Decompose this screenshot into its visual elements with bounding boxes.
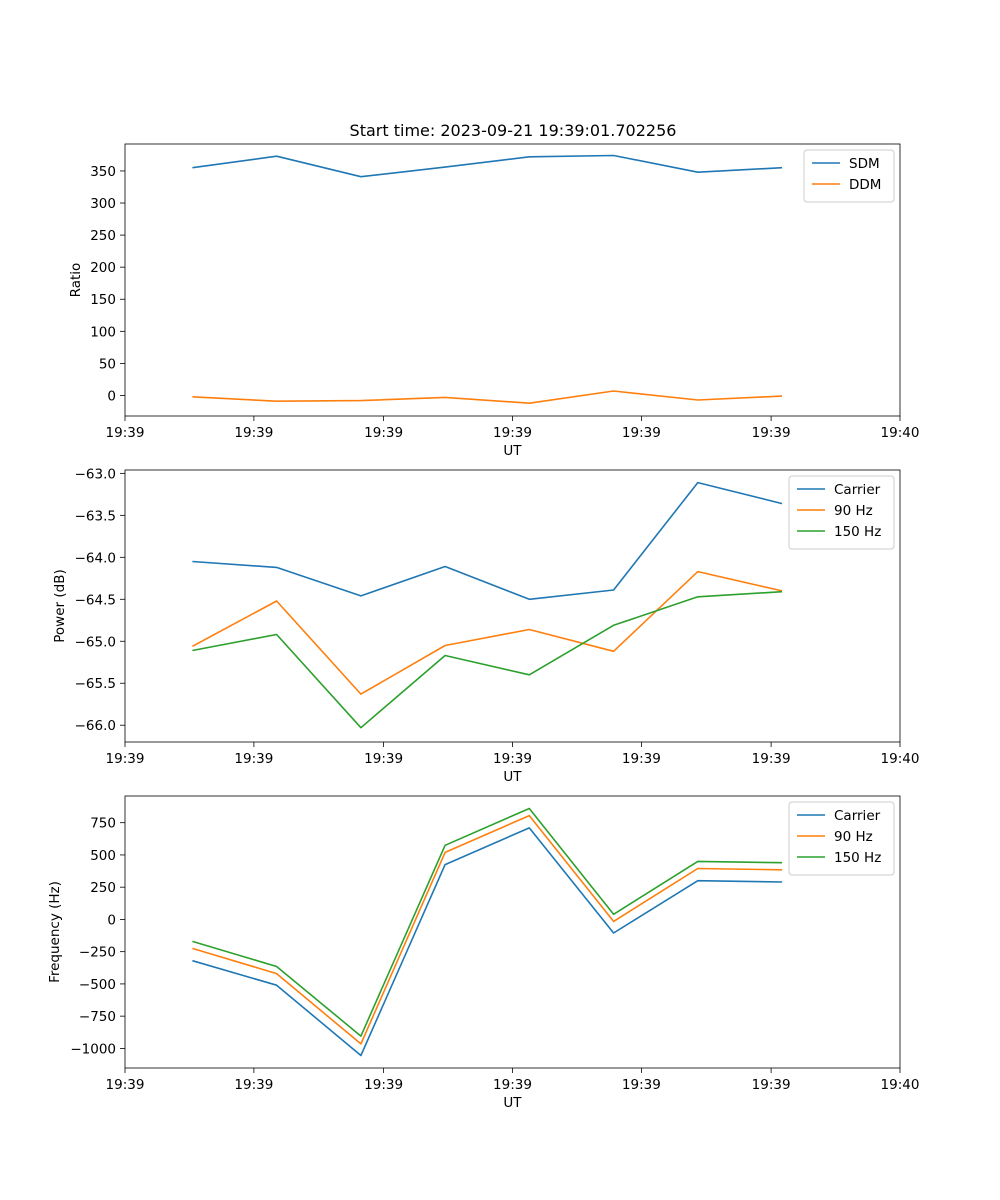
y-tick-label: 350 bbox=[90, 164, 116, 180]
y-tick-label: 100 bbox=[90, 324, 116, 340]
series-line-150-hz bbox=[192, 590, 783, 729]
x-tick-label: 19:40 bbox=[881, 1077, 920, 1093]
x-tick-label: 19:40 bbox=[881, 425, 920, 441]
y-tick-label: 200 bbox=[90, 260, 116, 276]
x-tick-label: 19:39 bbox=[364, 1077, 403, 1093]
y-axis-label: Ratio bbox=[68, 263, 84, 298]
series-line-90-hz bbox=[192, 814, 783, 1045]
series-line-carrier bbox=[192, 481, 783, 601]
legend-label: 90 Hz bbox=[834, 829, 873, 845]
y-tick-label: 250 bbox=[90, 880, 116, 896]
series-line-carrier bbox=[192, 827, 783, 1057]
y-tick-label: −65.5 bbox=[75, 676, 116, 692]
x-tick-label: 19:39 bbox=[234, 751, 273, 767]
y-tick-label: −66.0 bbox=[75, 718, 116, 734]
y-tick-label: 500 bbox=[90, 848, 116, 864]
legend-label: 150 Hz bbox=[834, 524, 881, 540]
legend: Carrier 90 Hz 150 Hz bbox=[788, 801, 895, 876]
y-tick-label: −1000 bbox=[70, 1041, 116, 1057]
legend-label: 150 Hz bbox=[834, 850, 881, 866]
subplot-1: 19:39 19:39 19:39 19:39 19:39 19:39 19:40 0 50 10… bbox=[68, 143, 920, 459]
y-tick-label: −65.0 bbox=[75, 634, 116, 650]
y-tick-label: 250 bbox=[90, 228, 116, 244]
subplot-3: 19:39 19:39 19:39 19:39 19:39 19:39 19:40 −1000… bbox=[47, 795, 920, 1111]
x-tick-label: 19:39 bbox=[622, 751, 661, 767]
y-tick-label: 150 bbox=[90, 292, 116, 308]
subplot-2: 19:39 19:39 19:39 19:39 19:39 19:39 19:40 −66.0… bbox=[52, 466, 919, 785]
x-tick-label: 19:39 bbox=[364, 751, 403, 767]
legend-label: SDM bbox=[849, 156, 880, 172]
y-tick-label: 300 bbox=[90, 196, 116, 212]
x-tick-label: 19:39 bbox=[493, 1077, 532, 1093]
y-tick-label: −250 bbox=[79, 945, 116, 961]
x-axis-label: UT bbox=[503, 443, 522, 459]
legend: SDM DDM bbox=[803, 149, 895, 203]
chart-title: Start time: 2023-09-21 19:39:01.702256 bbox=[350, 121, 677, 140]
x-axis-label: UT bbox=[503, 769, 522, 785]
series-line-ddm bbox=[192, 390, 783, 405]
y-axis-label: Frequency (Hz) bbox=[47, 881, 63, 983]
y-tick-label: 0 bbox=[107, 912, 116, 928]
legend-label: Carrier bbox=[834, 482, 881, 498]
y-tick-label: −64.0 bbox=[75, 550, 116, 566]
x-tick-label: 19:39 bbox=[234, 1077, 273, 1093]
y-tick-label: 0 bbox=[107, 388, 116, 404]
y-tick-label: −750 bbox=[79, 1009, 116, 1025]
y-tick-label: −64.5 bbox=[75, 592, 116, 608]
x-tick-label: 19:39 bbox=[752, 425, 791, 441]
x-axis-label: UT bbox=[503, 1095, 522, 1111]
series-line-90-hz bbox=[192, 570, 783, 695]
legend-label: DDM bbox=[849, 177, 881, 193]
series-line-150-hz bbox=[192, 807, 783, 1037]
y-tick-label: −500 bbox=[79, 977, 116, 993]
x-tick-label: 19:39 bbox=[622, 425, 661, 441]
x-tick-label: 19:40 bbox=[881, 751, 920, 767]
x-tick-label: 19:39 bbox=[752, 751, 791, 767]
x-tick-label: 19:39 bbox=[106, 425, 145, 441]
legend-label: 90 Hz bbox=[834, 503, 873, 519]
x-tick-label: 19:39 bbox=[493, 425, 532, 441]
series-line-sdm bbox=[192, 154, 783, 178]
y-tick-label: 750 bbox=[90, 816, 116, 832]
y-tick-label: −63.5 bbox=[75, 508, 116, 524]
x-tick-label: 19:39 bbox=[622, 1077, 661, 1093]
x-tick-label: 19:39 bbox=[493, 751, 532, 767]
x-tick-label: 19:39 bbox=[234, 425, 273, 441]
x-tick-label: 19:39 bbox=[106, 1077, 145, 1093]
legend-label: Carrier bbox=[834, 808, 881, 824]
legend: Carrier 90 Hz 150 Hz bbox=[788, 475, 895, 550]
x-tick-label: 19:39 bbox=[106, 751, 145, 767]
y-tick-label: −63.0 bbox=[75, 466, 116, 482]
x-tick-label: 19:39 bbox=[364, 425, 403, 441]
x-tick-label: 19:39 bbox=[752, 1077, 791, 1093]
y-tick-label: 50 bbox=[99, 356, 116, 372]
y-axis-label: Power (dB) bbox=[52, 569, 68, 642]
